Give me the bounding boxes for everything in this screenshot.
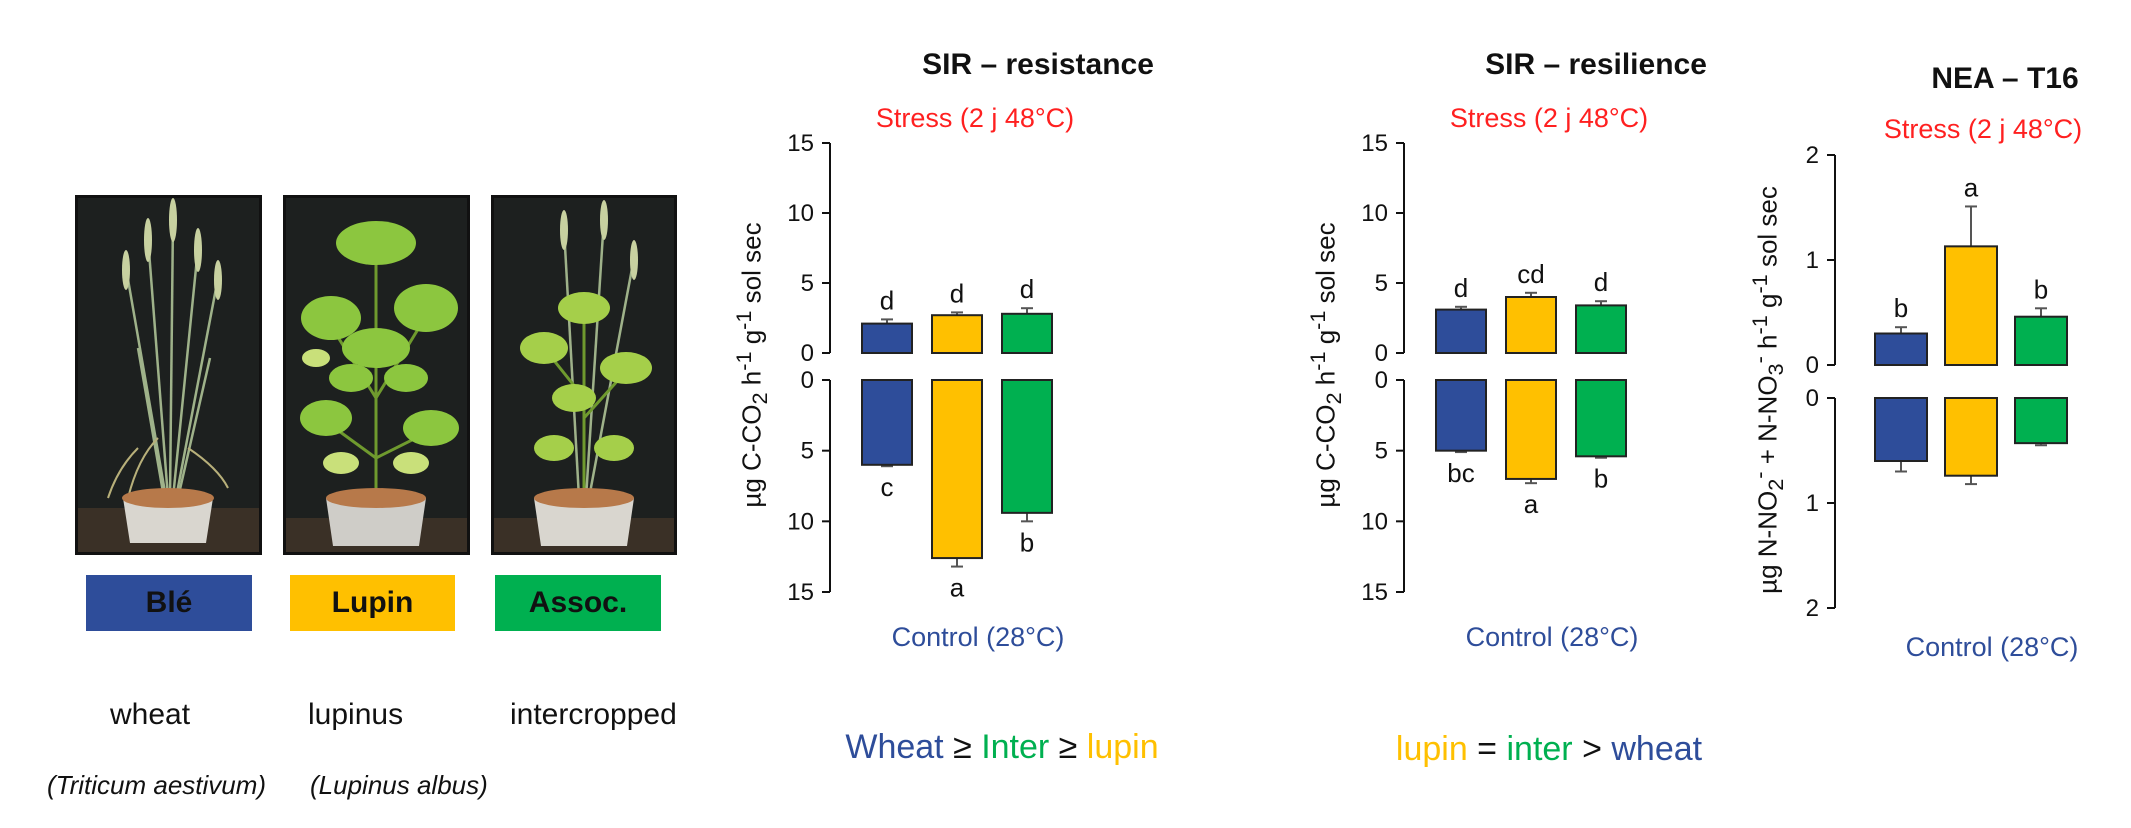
panel1-lower-tick-label: 5 bbox=[801, 438, 814, 465]
panel1-lower-bar-wheat bbox=[861, 379, 913, 466]
panel2-lower-letter-lupin: a bbox=[1524, 489, 1539, 519]
panel2-upper-tick-label: 10 bbox=[1361, 200, 1388, 227]
panel1-lower-tick-label: 0 bbox=[801, 367, 814, 394]
panel2-upper-bar-lupin bbox=[1505, 296, 1557, 354]
panel2-upper-letter-lupin: cd bbox=[1517, 259, 1544, 289]
legend-assoc: Assoc. bbox=[495, 575, 661, 631]
panel3-lower-bar-inter bbox=[2014, 397, 2068, 445]
panel2-upper-bar-inter bbox=[1575, 304, 1627, 354]
summary2-op2: > bbox=[1572, 730, 1612, 768]
panel3-upper-bar-inter bbox=[2014, 315, 2068, 366]
summary2-op1: = bbox=[1467, 730, 1507, 768]
summary-resistance: Wheat ≥ Inter ≥ lupin bbox=[845, 728, 1158, 767]
panel3-upper-tick-label: 0 bbox=[1806, 352, 1819, 379]
caption-lupinus: lupinus bbox=[308, 698, 404, 731]
panel3-lower-bar-lupin bbox=[1944, 397, 1998, 477]
panel1-lower-tick-label: 10 bbox=[787, 508, 814, 535]
panel2-lower-tick-label: 0 bbox=[1375, 367, 1388, 394]
photo-wheat bbox=[75, 195, 262, 555]
panel1-upper-letter-lupin: d bbox=[950, 278, 964, 308]
panel2-lower-letter-wheat: bc bbox=[1447, 458, 1474, 488]
legend-lupin: Lupin bbox=[290, 575, 455, 631]
panel3-upper-bar-wheat bbox=[1874, 332, 1928, 366]
panel1-upper-bar-lupin bbox=[931, 314, 983, 354]
panel1-title: SIR – resistance bbox=[922, 48, 1154, 81]
caption-intercropped: intercropped bbox=[510, 698, 677, 731]
panel2-stress-label: Stress (2 j 48°C) bbox=[1449, 103, 1649, 133]
panel3-lower-bar-wheat bbox=[1874, 397, 1928, 462]
panel1-lower-bar-inter bbox=[1001, 379, 1053, 514]
caption-wheat: wheat bbox=[110, 698, 191, 731]
panel2-lower-tick-label: 15 bbox=[1361, 579, 1388, 606]
panel3-upper-tick-label: 1 bbox=[1806, 247, 1819, 274]
photo-assoc bbox=[491, 195, 677, 555]
panel3-control-label: Control (28°C) bbox=[1905, 632, 2079, 662]
panel3-upper-bar-lupin bbox=[1944, 245, 1998, 366]
panel2-lower-tick-label: 10 bbox=[1361, 508, 1388, 535]
panel2-upper-tick-label: 0 bbox=[1375, 340, 1388, 367]
summary1-wheat: Wheat bbox=[845, 728, 944, 766]
panel1-upper-bar-inter bbox=[1001, 312, 1053, 355]
legend-wheat: Blé bbox=[86, 575, 252, 631]
panel1-upper-letter-inter: d bbox=[1020, 274, 1034, 304]
latin-lupin: (Lupinus albus) bbox=[310, 770, 488, 800]
panel1-upper-tick-label: 15 bbox=[787, 130, 814, 157]
lupin-plant-image bbox=[286, 198, 467, 552]
panel1-upper-letter-wheat: d bbox=[880, 285, 894, 315]
panel3-upper-letter-lupin: a bbox=[1964, 172, 1979, 202]
panel1-upper-tick-label: 0 bbox=[801, 340, 814, 367]
assoc-plant-image bbox=[494, 198, 674, 552]
panel1-lower-tick-label: 15 bbox=[787, 579, 814, 606]
panel2-control-label: Control (28°C) bbox=[1465, 622, 1639, 652]
summary-resilience: lupin = inter > wheat bbox=[1396, 730, 1702, 769]
panel1-stress-label: Stress (2 j 48°C) bbox=[875, 103, 1075, 133]
panel1-chart: 0 5 10 15 d d d 0 5 10 15 c a b bbox=[787, 130, 1053, 606]
panel1-lower-letter-lupin: a bbox=[950, 573, 965, 603]
panel2-lower-letter-inter: b bbox=[1594, 464, 1608, 494]
panel3-lower-tick-label: 1 bbox=[1806, 490, 1819, 517]
panel2-upper-tick-label: 5 bbox=[1375, 270, 1388, 297]
panel2-upper-letter-wheat: d bbox=[1454, 273, 1468, 303]
panel1-upper-bar-wheat bbox=[861, 322, 913, 355]
panel3-upper-letter-inter: b bbox=[2034, 274, 2048, 304]
panel1-lower-letter-inter: b bbox=[1020, 527, 1034, 557]
summary1-op1: ≥ bbox=[943, 728, 982, 766]
panel3-upper-letter-wheat: b bbox=[1894, 293, 1908, 323]
panel2-title: SIR – resilience bbox=[1485, 48, 1707, 81]
panel2-lower-bar-lupin bbox=[1505, 379, 1557, 480]
summary2-inter: inter bbox=[1506, 730, 1573, 768]
panel2-upper-tick-label: 15 bbox=[1361, 130, 1388, 157]
photo-lupin bbox=[283, 195, 470, 555]
panel1-upper-tick-label: 5 bbox=[801, 270, 814, 297]
summary1-op2: ≥ bbox=[1049, 728, 1087, 766]
panel2-lower-tick-label: 5 bbox=[1375, 438, 1388, 465]
panel3-chart: 0 1 2 b a b 0 1 2 bbox=[1806, 142, 2068, 620]
panel2-lower-bar-inter bbox=[1575, 379, 1627, 458]
summary1-inter: Inter bbox=[981, 728, 1050, 766]
summary1-lupin: lupin bbox=[1086, 728, 1159, 766]
panel1-upper-tick-label: 10 bbox=[787, 200, 814, 227]
panel3-upper-tick-label: 2 bbox=[1806, 142, 1819, 169]
summary2-lupin: lupin bbox=[1395, 730, 1468, 768]
summary2-wheat: wheat bbox=[1611, 730, 1703, 768]
panel1-lower-bar-lupin bbox=[931, 379, 983, 560]
panel2-chart: 0 5 10 15 d cd d 0 5 10 15 bc a b bbox=[1361, 130, 1627, 606]
panel1-control-label: Control (28°C) bbox=[891, 622, 1065, 652]
wheat-plant-image bbox=[78, 198, 259, 552]
panel2-lower-bar-wheat bbox=[1435, 379, 1487, 452]
panel3-lower-tick-label: 0 bbox=[1806, 385, 1819, 412]
panel3-lower-tick-label: 2 bbox=[1806, 595, 1819, 620]
panel3-stress-label: Stress (2 j 48°C) bbox=[1883, 114, 2083, 144]
panel2-upper-bar-wheat bbox=[1435, 308, 1487, 355]
panel1-lower-letter-wheat: c bbox=[881, 472, 894, 502]
panel3-title: NEA – T16 bbox=[1931, 62, 2079, 95]
latin-wheat: (Triticum aestivum) bbox=[47, 770, 267, 800]
panel2-upper-letter-inter: d bbox=[1594, 267, 1608, 297]
